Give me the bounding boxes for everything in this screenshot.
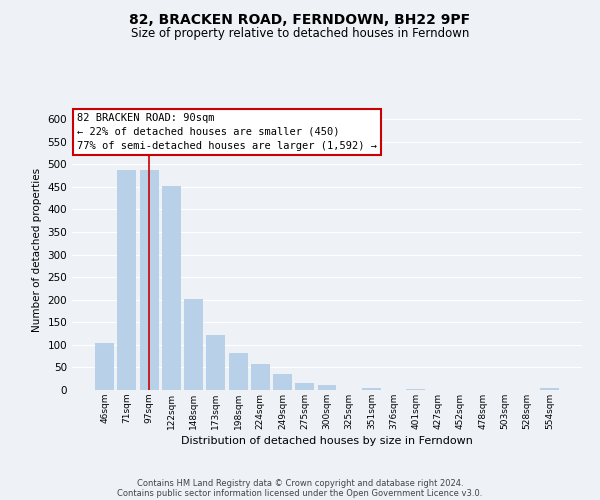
X-axis label: Distribution of detached houses by size in Ferndown: Distribution of detached houses by size …: [181, 436, 473, 446]
Bar: [162, 186, 181, 390]
Text: 82 BRACKEN ROAD: 90sqm
← 22% of detached houses are smaller (450)
77% of semi-de: 82 BRACKEN ROAD: 90sqm ← 22% of detached…: [77, 113, 377, 151]
Bar: [273, 374, 292, 390]
Text: Size of property relative to detached houses in Ferndown: Size of property relative to detached ho…: [131, 28, 469, 40]
Bar: [295, 383, 314, 390]
Text: 82, BRACKEN ROAD, FERNDOWN, BH22 9PF: 82, BRACKEN ROAD, FERNDOWN, BH22 9PF: [130, 12, 470, 26]
Bar: [251, 364, 270, 390]
Bar: [406, 388, 425, 390]
Bar: [206, 336, 225, 390]
Y-axis label: Number of detached properties: Number of detached properties: [32, 168, 42, 332]
Bar: [140, 170, 158, 390]
Bar: [362, 388, 381, 390]
Text: Contains HM Land Registry data © Crown copyright and database right 2024.: Contains HM Land Registry data © Crown c…: [137, 478, 463, 488]
Bar: [118, 170, 136, 390]
Bar: [184, 299, 203, 390]
Bar: [229, 353, 248, 390]
Bar: [317, 386, 337, 390]
Bar: [95, 342, 114, 390]
Bar: [540, 388, 559, 390]
Text: Contains public sector information licensed under the Open Government Licence v3: Contains public sector information licen…: [118, 488, 482, 498]
